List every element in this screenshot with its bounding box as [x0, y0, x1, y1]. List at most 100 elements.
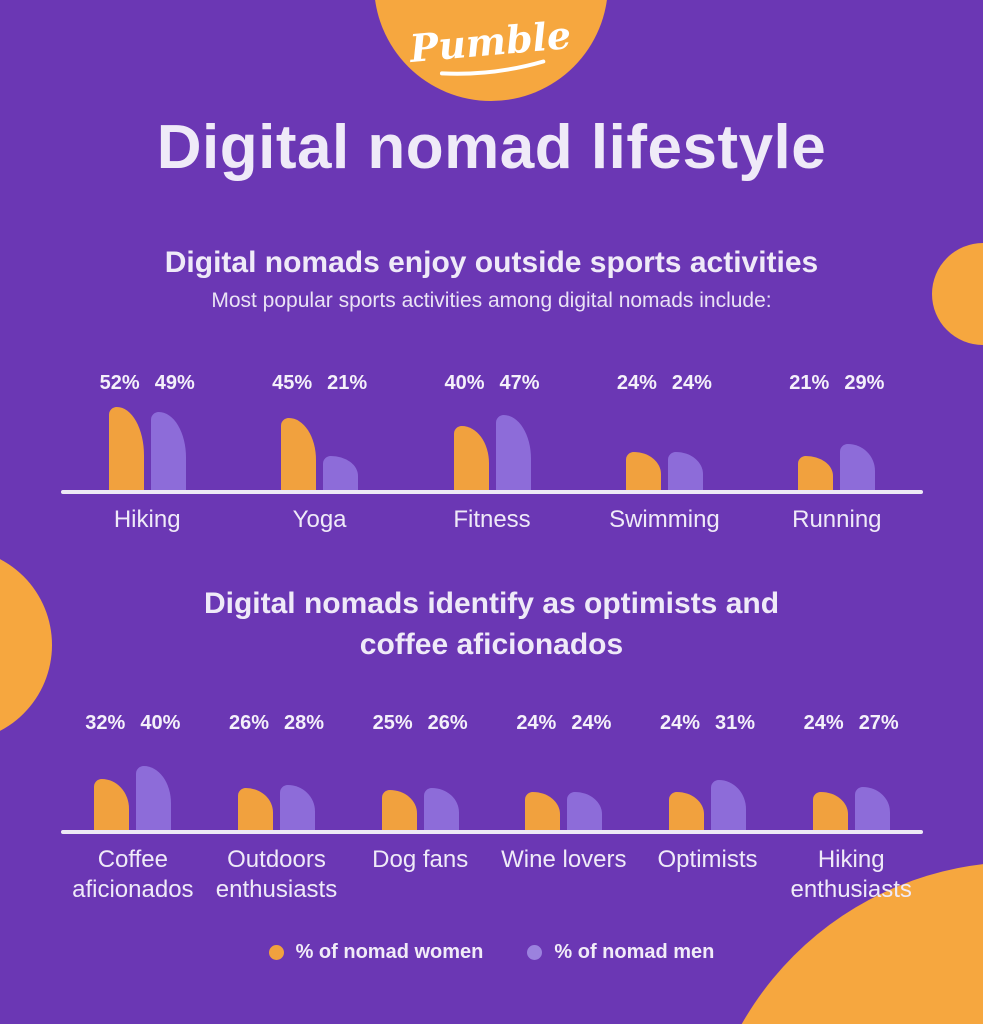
- chart-baseline: [61, 490, 923, 494]
- category-label: Fitness: [453, 506, 531, 533]
- category-label: Wine lovers: [501, 846, 627, 873]
- chart-column: 26% 28%: [205, 712, 349, 830]
- bar-pair: [453, 415, 531, 490]
- chart-category-labels: Coffee aficionados Outdoors enthusiasts Do…: [61, 845, 923, 905]
- chart-columns: 52% 49% 45% 21% 40% 47% 24% 24% 21% 29%: [61, 372, 923, 490]
- value-label-men: 26%: [427, 712, 468, 734]
- category-label: Coffee aficionados: [72, 846, 194, 903]
- chart-column: 24% 31%: [636, 712, 780, 830]
- bar-pair: [669, 780, 747, 830]
- women-color-dot-icon: [268, 945, 284, 960]
- value-label-women: 24%: [659, 712, 701, 734]
- bar-men: [150, 412, 186, 490]
- category-label: Running: [792, 506, 882, 533]
- bar-women: [669, 792, 705, 830]
- bar-pair: [812, 787, 890, 830]
- category-label: Dog fans: [372, 846, 469, 873]
- bar-pair: [94, 766, 172, 830]
- chart-legend: % of nomad women % of nomad men: [0, 941, 983, 964]
- logo-underline-swoosh: [439, 59, 546, 76]
- page-title: Digital nomad lifestyle: [156, 113, 827, 182]
- value-labels: 24% 27%: [804, 712, 899, 735]
- value-labels: 52% 49%: [100, 372, 195, 395]
- chart-column: 24% 24%: [492, 712, 636, 830]
- legend-label-women: % of nomad women: [295, 941, 484, 963]
- legend-label-men: % of nomad men: [554, 941, 715, 963]
- bar-women: [525, 792, 561, 830]
- value-label-men: 47%: [499, 372, 540, 394]
- bar-men: [280, 785, 315, 830]
- category-label: Swimming: [609, 506, 720, 533]
- value-label-women: 45%: [272, 372, 313, 394]
- chart-column: 24% 24%: [578, 372, 750, 490]
- chart-column: 21% 29%: [751, 372, 923, 490]
- category-label: Outdoors enthusiasts: [215, 846, 338, 903]
- bar-women: [108, 407, 144, 490]
- bar-men: [495, 415, 531, 490]
- pumble-logo: Pumble: [372, 12, 610, 85]
- value-label-women: 32%: [85, 712, 126, 734]
- value-labels: 32% 40%: [85, 712, 180, 735]
- legend-item-men: % of nomad men: [527, 941, 714, 964]
- bar-pair: [381, 788, 459, 830]
- bar-pair: [525, 792, 603, 830]
- chart-column: 25% 26%: [348, 712, 492, 830]
- chart-category-labels: Hiking Yoga Fitness Swimming Running: [61, 505, 923, 535]
- value-label-men: 24%: [671, 372, 712, 394]
- value-labels: 24% 24%: [516, 712, 611, 735]
- bar-men: [667, 452, 703, 490]
- value-label-men: 31%: [715, 712, 756, 734]
- bar-women: [798, 456, 834, 490]
- value-labels: 21% 29%: [789, 372, 884, 395]
- value-label-men: 24%: [571, 712, 612, 734]
- pumble-logo-text: Pumble: [407, 12, 573, 71]
- chart-column: 40% 47%: [406, 372, 578, 490]
- identity-section-title: Digital nomads identify as optimists and…: [203, 587, 780, 661]
- bar-women: [381, 790, 417, 830]
- value-label-men: 29%: [844, 372, 885, 394]
- chart-column: 52% 49%: [61, 372, 233, 490]
- sports-section-title: Digital nomads enjoy outside sports acti…: [164, 246, 819, 279]
- bar-men: [854, 787, 890, 830]
- sports-section-subtitle: Most popular sports activities among dig…: [211, 289, 772, 312]
- chart-column: 24% 27%: [779, 712, 923, 830]
- bar-pair: [798, 444, 876, 490]
- bar-women: [94, 779, 130, 830]
- value-labels: 24% 24%: [617, 372, 712, 395]
- bar-women: [281, 418, 317, 490]
- value-labels: 25% 26%: [373, 712, 468, 735]
- bar-pair: [281, 418, 359, 490]
- value-label-women: 52%: [99, 372, 140, 394]
- value-label-men: 49%: [154, 372, 195, 394]
- bar-women: [812, 792, 848, 830]
- value-label-men: 40%: [140, 712, 181, 734]
- bar-women: [453, 426, 489, 490]
- men-color-dot-icon: [527, 945, 543, 960]
- bar-men: [567, 792, 603, 830]
- value-label-women: 40%: [444, 372, 485, 394]
- legend-item-women: % of nomad women: [268, 941, 484, 964]
- category-label: Optimists: [657, 846, 758, 873]
- bar-pair: [108, 407, 186, 490]
- sports-activities-chart: 52% 49% 45% 21% 40% 47% 24% 24% 21% 29% Hiking Yog…: [61, 372, 923, 535]
- bar-men: [323, 456, 359, 490]
- bar-men: [711, 780, 747, 830]
- value-label-women: 26%: [228, 712, 269, 734]
- chart-columns: 32% 40% 26% 28% 25% 26% 24% 24% 24% 31% 24% 27%: [61, 712, 923, 830]
- value-label-women: 24%: [803, 712, 844, 734]
- value-label-women: 24%: [616, 372, 657, 394]
- value-label-men: 28%: [284, 712, 325, 734]
- category-label: Hiking: [113, 506, 181, 533]
- chart-column: 45% 21%: [233, 372, 405, 490]
- bar-women: [625, 452, 661, 490]
- category-label: Hiking enthusiasts: [790, 846, 912, 903]
- value-label-women: 21%: [789, 372, 830, 394]
- value-label-men: 27%: [858, 712, 899, 734]
- value-labels: 40% 47%: [444, 372, 539, 395]
- category-label: Yoga: [292, 506, 347, 533]
- bar-men: [423, 788, 459, 830]
- bar-women: [238, 788, 273, 830]
- identity-chart: 32% 40% 26% 28% 25% 26% 24% 24% 24% 31% 24% 27% Cof…: [61, 712, 923, 905]
